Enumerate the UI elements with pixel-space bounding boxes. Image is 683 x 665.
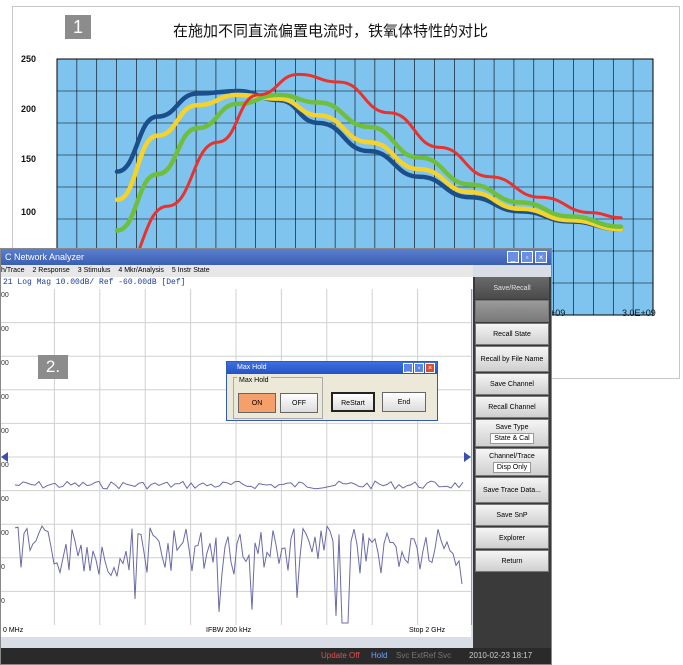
softkey-save-state[interactable]: Save State — [475, 300, 549, 322]
reference-marker-right — [464, 452, 471, 462]
softkey-recall-state[interactable]: Recall State — [475, 323, 549, 345]
dialog-title: Max Hold — [237, 364, 267, 371]
start-frequency: 0 MHz — [3, 627, 24, 634]
series-line — [114, 88, 624, 232]
softkey-label: Channel/Trace — [489, 452, 535, 460]
panel-number-badge: 2. — [38, 355, 68, 379]
softkey-channel-trace[interactable]: Channel/Trace Disp Only — [475, 448, 549, 476]
update-status: Update Off — [321, 651, 360, 660]
x-tick-label: 3.0E+09 — [622, 308, 656, 318]
reference-status: Svc ExtRef Svc — [396, 651, 452, 660]
y-axis-label: 00 — [1, 428, 9, 435]
y-tick-label: 200 — [21, 104, 37, 114]
softkey-save-type[interactable]: Save Type State & Cal — [475, 419, 549, 447]
instrument-status-bar: Update Off Hold Svc ExtRef Svc 2010-02-2… — [1, 648, 551, 664]
window-title: C Network Analyzer — [5, 252, 85, 262]
ifbw-readout: IFBW 200 kHz — [206, 627, 252, 634]
restore-icon[interactable]: ▫ — [414, 363, 424, 373]
minimize-icon[interactable]: _ — [403, 363, 413, 373]
trace-plot: 00 00 00 00 00 00 00 00 0 0 2. — [1, 289, 472, 625]
softkey-recall-by-file-name[interactable]: Recall by File Name — [475, 346, 549, 372]
y-axis-label: 00 — [1, 530, 9, 537]
series-line — [115, 72, 623, 279]
minimize-icon[interactable]: _ — [507, 251, 519, 263]
y-axis-label: 0 — [1, 598, 5, 605]
dialog-titlebar: Max Hold _ ▫ × — [227, 362, 437, 374]
series-line — [114, 92, 624, 233]
y-axis-label: 00 — [1, 360, 9, 367]
date-time: 2010-02-23 18:17 — [469, 651, 533, 660]
restore-icon[interactable]: ▫ — [521, 251, 533, 263]
menu-item-instr-state[interactable]: 5 Instr State — [171, 267, 210, 274]
menu-item-response[interactable]: 2 Response — [32, 267, 70, 274]
y-axis-label: 00 — [1, 462, 9, 469]
trace-header: 21 Log Mag 10.00dB/ Ref -60.00dB [Def] — [1, 277, 475, 289]
y-axis-label: 00 — [1, 292, 9, 299]
max-hold-off-button[interactable]: OFF — [280, 393, 318, 413]
menu-item-stimulus[interactable]: 3 Stimulus — [77, 267, 111, 274]
series-line — [114, 92, 624, 232]
group-label: Max Hold — [237, 377, 271, 384]
softkey-menu: Save/Recall Save State Recall State Reca… — [473, 277, 551, 648]
reference-marker-left — [1, 452, 8, 462]
restart-button[interactable]: ReStart — [331, 392, 375, 412]
y-axis-label: 0 — [1, 564, 5, 571]
end-button[interactable]: End — [382, 392, 426, 412]
max-hold-on-button[interactable]: ON — [238, 393, 276, 413]
trace-lower — [14, 524, 463, 624]
x-tick-label: +09 — [550, 308, 566, 318]
softkey-label: Save Type — [495, 423, 529, 431]
menu-item-trace[interactable]: h/Trace — [1, 267, 25, 274]
hold-status: Hold — [371, 651, 388, 660]
softkey-save-channel[interactable]: Save Channel — [475, 373, 549, 395]
softkey-value: State & Cal — [490, 432, 534, 444]
y-tick-label: 100 — [21, 207, 37, 217]
y-tick-label: 250 — [21, 54, 37, 64]
close-icon[interactable]: × — [425, 363, 435, 373]
max-hold-dialog: Max Hold _ ▫ × Max Hold ON OFF ReStart E… — [226, 361, 438, 421]
softkey-return[interactable]: Return — [475, 550, 549, 572]
trace-upper — [14, 480, 464, 490]
stop-frequency: Stop 2 GHz — [409, 627, 446, 634]
network-analyzer-window: C Network Analyzer _ ▫ × h/Trace 2 Respo… — [0, 248, 552, 665]
max-hold-group: Max Hold ON OFF — [233, 377, 323, 419]
chart-title: 在施加不同直流偏置电流时，铁氧体特性的对比 — [173, 23, 489, 40]
menu-bar: h/Trace 2 Response 3 Stimulus 4 Mkr/Anal… — [1, 265, 473, 277]
y-tick-label: 150 — [21, 154, 37, 164]
softkey-recall-channel[interactable]: Recall Channel — [475, 396, 549, 418]
panel-number-badge: 1 — [65, 15, 91, 39]
y-axis-label: 00 — [1, 394, 9, 401]
softkey-save-trace-data[interactable]: Save Trace Data... — [475, 477, 549, 503]
y-axis-label: 00 — [1, 326, 9, 333]
trace-plot-svg — [1, 289, 471, 625]
window-titlebar: C Network Analyzer _ ▫ × — [1, 249, 551, 265]
softkey-save-recall[interactable]: Save/Recall — [475, 277, 549, 299]
softkey-value: Disp Only — [492, 461, 532, 473]
sweep-status-line: 0 MHz IFBW 200 kHz Stop 2 GHz — [1, 625, 471, 637]
menu-item-mkr-analysis[interactable]: 4 Mkr/Analysis — [118, 267, 164, 274]
softkey-save-snp[interactable]: Save SnP — [475, 504, 549, 526]
y-axis-label: 00 — [1, 496, 9, 503]
softkey-explorer[interactable]: Explorer — [475, 527, 549, 549]
close-icon[interactable]: × — [535, 251, 547, 263]
